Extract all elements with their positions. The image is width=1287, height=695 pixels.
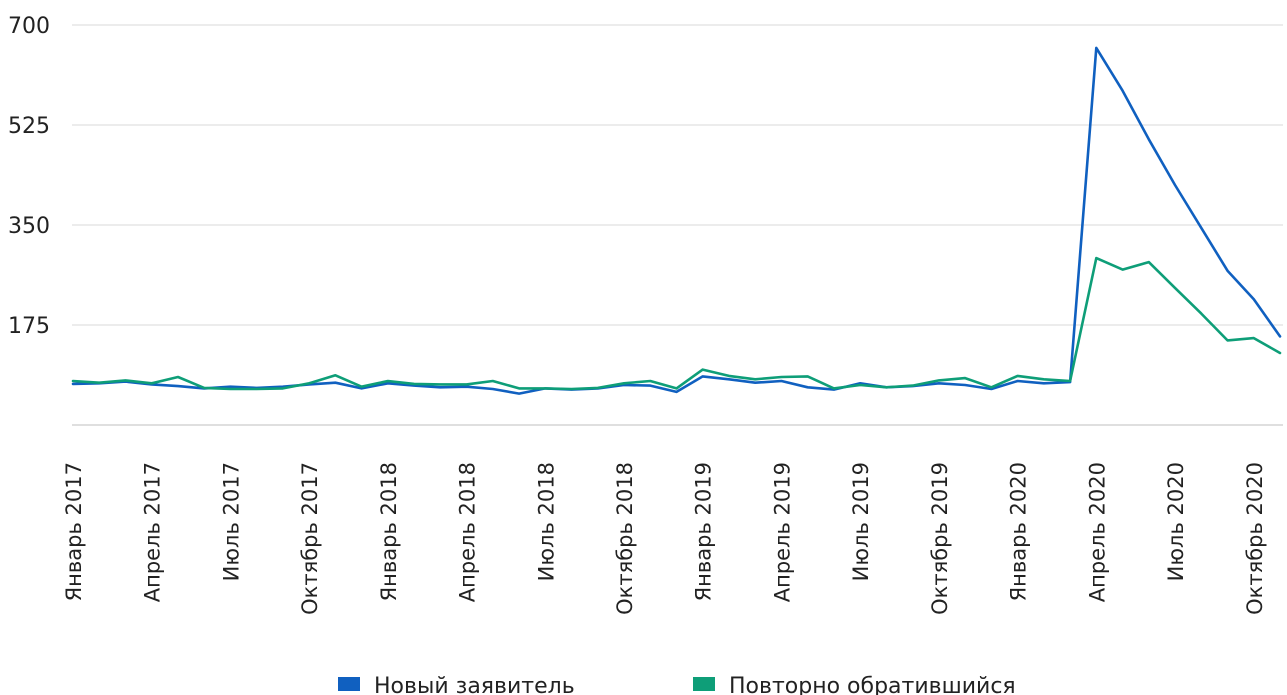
gridlines — [72, 24, 1283, 326]
legend: Новый заявитель Повторно обратившийся — [338, 674, 1016, 695]
y-tick-label-0: 175 — [8, 314, 50, 339]
x-tick-label-39: Апрель 2020 — [1085, 462, 1109, 602]
series-line-0 — [71, 46, 1282, 395]
x-tick-label-24: Январь 2019 — [692, 462, 716, 601]
y-tick-label-1: 350 — [8, 214, 50, 239]
legend-swatch-repeat-applicant — [693, 677, 715, 691]
legend-label-new-applicant: Новый заявитель — [374, 674, 575, 695]
y-tick-label-3: 700 — [8, 14, 50, 39]
x-tick-label-45: Октябрь 2020 — [1243, 462, 1267, 615]
x-tick-label-30: Июль 2019 — [849, 462, 873, 581]
x-tick-label-21: Октябрь 2018 — [613, 462, 637, 615]
legend-swatch-new-applicant — [338, 677, 360, 691]
x-axis-ticks: Январь 2017 Апрель 2017 Июль 2017 Октябрь 2… — [62, 462, 1267, 615]
x-tick-label-18: Июль 2018 — [534, 462, 558, 581]
series-line-1 — [71, 256, 1282, 391]
x-tick-label-27: Апрель 2019 — [770, 462, 794, 602]
x-tick-label-36: Январь 2020 — [1007, 462, 1031, 601]
series-lines — [71, 46, 1282, 395]
x-tick-label-3: Апрель 2017 — [141, 462, 165, 602]
x-tick-label-9: Октябрь 2017 — [298, 462, 322, 615]
y-tick-label-2: 525 — [8, 114, 50, 139]
x-tick-label-12: Январь 2018 — [377, 462, 401, 601]
x-tick-label-0: Январь 2017 — [62, 462, 86, 601]
legend-label-repeat-applicant: Повторно обратившийся — [729, 674, 1016, 695]
x-tick-label-6: Июль 2017 — [219, 462, 243, 581]
x-tick-label-33: Октябрь 2019 — [928, 462, 952, 615]
x-tick-label-42: Июль 2020 — [1164, 462, 1188, 581]
x-tick-label-15: Апрель 2018 — [456, 462, 480, 602]
y-axis-ticks: 175 350 525 700 — [8, 14, 50, 339]
